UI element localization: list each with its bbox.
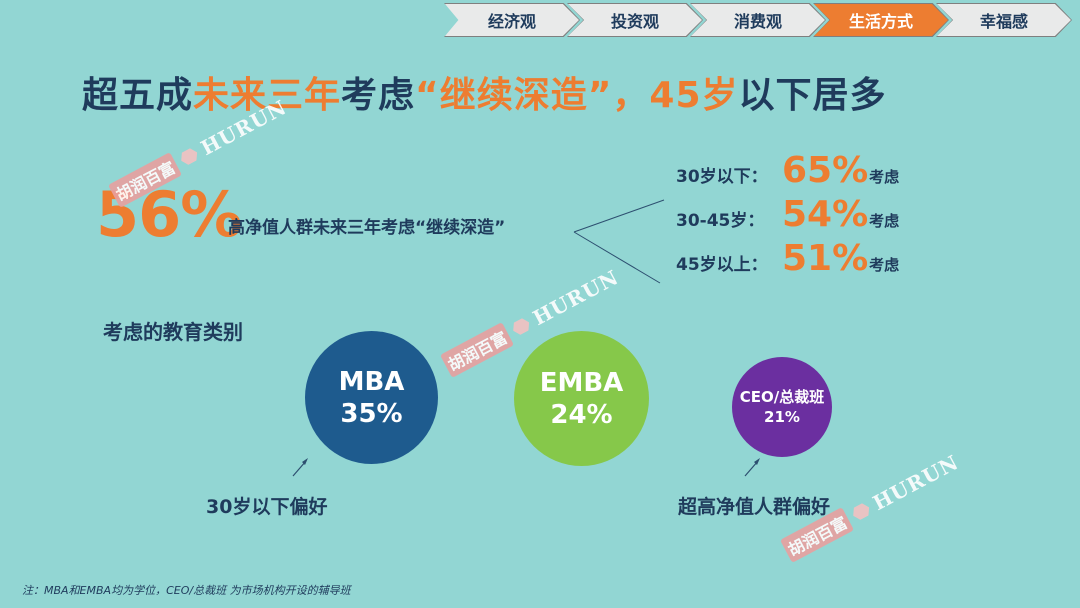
title-highlight: “继续深造” (415, 75, 613, 116)
circle-name: EMBA (539, 367, 624, 398)
nav-item-economy[interactable]: 经济观 (445, 4, 579, 36)
nav-item-happiness[interactable]: 幸福感 (937, 4, 1071, 36)
age-suffix: 考虑 (869, 168, 900, 186)
top-chevron-nav: 经济观 投资观 消费观 生活方式 幸福感 (444, 3, 1072, 37)
mba-pointer-arrow (302, 458, 308, 465)
circle-name: CEO/总裁班 (739, 388, 825, 406)
ceo-preference-label: 超高净值人群偏好 (678, 496, 831, 518)
age-label: 45岁以上： (676, 255, 768, 275)
connector-line-lower (573, 231, 661, 284)
age-percent: 54% (782, 194, 869, 235)
age-suffix: 考虑 (869, 212, 900, 230)
mba-preference-label: 30岁以下偏好 (206, 496, 328, 518)
nav-item-lifestyle[interactable]: 生活方式 (814, 4, 948, 36)
ceo-pointer-arrow (754, 458, 760, 465)
circle-value: 21% (764, 408, 800, 426)
nav-item-consumption[interactable]: 消费观 (691, 4, 825, 36)
age-label: 30-45岁： (676, 211, 765, 231)
title-highlight: 45岁 (649, 75, 739, 116)
page-title: 超五成未来三年考虑“继续深造”，45岁以下居多 (82, 66, 1072, 118)
mba-circle: MBA 35% (305, 331, 438, 464)
emba-circle: EMBA 24% (514, 331, 649, 466)
title-part: 以下居多 (738, 75, 887, 116)
title-highlight: 未来三年 (193, 75, 342, 116)
age-row-over-45: 45岁以上： 51% 考虑 (676, 238, 899, 279)
connector-line-upper (573, 199, 665, 233)
age-label: 30岁以下： (676, 167, 768, 187)
title-part: ， (612, 75, 650, 116)
hurun-logo-icon (850, 501, 872, 522)
hurun-logo-icon (178, 146, 200, 167)
circle-value: 24% (550, 399, 613, 430)
age-percent: 65% (782, 150, 869, 191)
title-part: 考虑 (341, 75, 416, 116)
age-suffix: 考虑 (869, 256, 900, 274)
title-part: 超五成 (82, 75, 194, 116)
circle-name: MBA (338, 366, 405, 397)
footnote: 注：MBA和EMBA均为学位，CEO/总裁班 为市场机构开设的辅导班 (22, 584, 351, 597)
education-section-title: 考虑的教育类别 (103, 320, 243, 344)
age-row-30-45: 30-45岁： 54% 考虑 (676, 194, 899, 235)
summary-label: 高净值人群未来三年考虑“继续深造” (228, 218, 506, 238)
hurun-logo-icon (510, 316, 532, 337)
nav-item-investment[interactable]: 投资观 (568, 4, 702, 36)
ceo-class-circle: CEO/总裁班 21% (732, 357, 832, 457)
circle-value: 35% (340, 398, 403, 429)
age-percent: 51% (782, 238, 869, 279)
age-row-under-30: 30岁以下： 65% 考虑 (676, 150, 899, 191)
